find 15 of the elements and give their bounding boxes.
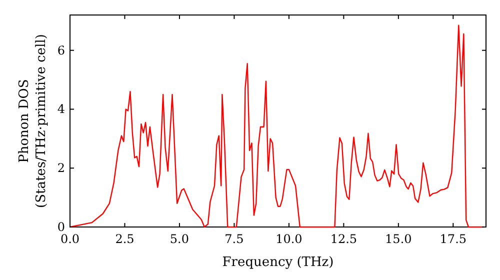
x-tick-label: 17.5 <box>440 232 467 246</box>
x-tick-label: 7.5 <box>224 232 244 246</box>
y-tick-label: 0 <box>57 220 65 234</box>
x-tick-label: 15.0 <box>385 232 412 246</box>
x-tick-label: 10.0 <box>276 232 302 246</box>
x-tick-label: 0.0 <box>60 232 80 246</box>
y-tick-label: 6 <box>57 43 65 58</box>
y-tick-label: 2 <box>57 161 65 176</box>
y-tick-label: 4 <box>57 102 66 116</box>
y-axis-title: Phonon DOS (States/THz·primitive cell) <box>17 34 49 208</box>
x-axis-title: Frequency (THz) <box>222 255 334 270</box>
x-tick-label: 12.5 <box>330 232 358 246</box>
line-series <box>69 24 484 228</box>
x-tick-label: 5.0 <box>170 232 190 246</box>
x-tick-label: 2.5 <box>115 232 134 246</box>
